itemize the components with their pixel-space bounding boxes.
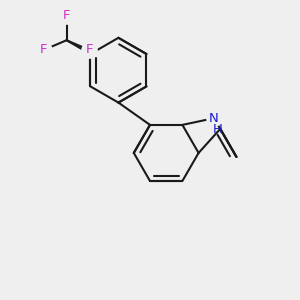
Text: H: H <box>213 123 223 136</box>
Text: N: N <box>209 112 219 125</box>
Text: F: F <box>85 44 93 56</box>
Text: F: F <box>63 9 70 22</box>
Text: F: F <box>40 44 48 56</box>
